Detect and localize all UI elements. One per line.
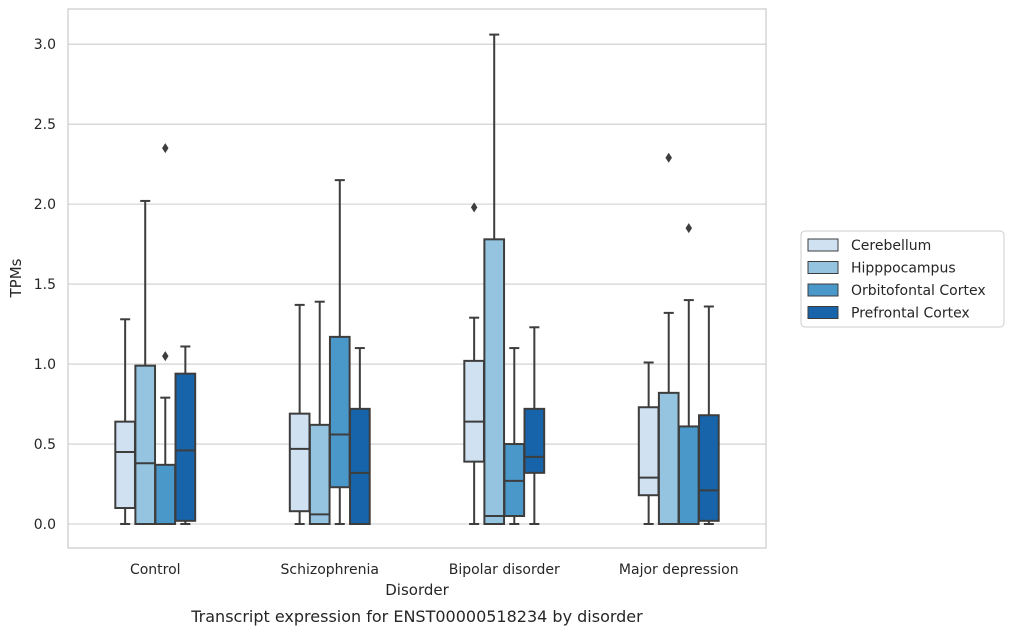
legend-swatch [807, 261, 839, 274]
legend-items: Cerebellum Hipppocampus Orbitofontal Corte… [807, 238, 986, 322]
y-axis-label: TPMs [7, 258, 25, 298]
legend-swatch [807, 306, 839, 319]
box-body [114, 420, 136, 510]
box [154, 143, 177, 526]
x-tick-label: Schizophrenia [281, 562, 379, 578]
plot-frame [67, 8, 767, 549]
outlier-point [665, 152, 672, 163]
box [523, 326, 546, 526]
box-body [328, 335, 351, 489]
x-tick-label: Bipolar disorder [449, 562, 560, 578]
box-body [657, 391, 680, 526]
box [637, 361, 660, 526]
legend-label: Hipppocampus [851, 261, 956, 277]
x-tick-labels: Control Schizophrenia Bipolar disorder Majo… [130, 562, 739, 578]
y-tick-label: 2.0 [34, 197, 56, 213]
box-body [463, 359, 485, 463]
y-tick-label: 0.5 [34, 437, 56, 453]
box-body [154, 463, 177, 526]
box [328, 179, 351, 526]
box-body [174, 372, 197, 522]
box [174, 345, 197, 526]
legend-frame [800, 230, 1005, 328]
outlier-point [162, 351, 169, 362]
legend-swatch [807, 238, 839, 252]
outlier-point [162, 143, 169, 154]
box-body [698, 414, 720, 522]
box-body [349, 407, 371, 526]
outlier-point [470, 202, 478, 213]
chart-caption: Transcript expression for ENST0000051823… [190, 607, 643, 626]
box-groups [114, 33, 720, 526]
box [288, 303, 311, 526]
x-axis-label: Disorder [385, 581, 449, 599]
x-tick-label: Major depression [619, 562, 739, 578]
box-body [637, 406, 660, 497]
box [677, 223, 700, 526]
box-body [483, 238, 506, 526]
outlier-point [685, 223, 693, 234]
box [657, 152, 680, 526]
box-body [523, 407, 546, 474]
y-tick-labels: 0.0 0.5 1.0 1.5 2.0 2.5 3.0 [34, 37, 56, 533]
box [463, 202, 485, 526]
box-body [308, 423, 331, 526]
box [349, 347, 371, 526]
box-body [134, 364, 157, 526]
box [134, 199, 157, 526]
legend-swatch [807, 283, 839, 297]
legend-label: Orbitofontal Cortex [851, 283, 986, 299]
box-body [677, 425, 700, 526]
y-tick-label: 1.0 [34, 357, 56, 373]
box [114, 318, 136, 526]
box [308, 300, 331, 526]
y-tick-label: 1.5 [34, 277, 56, 293]
box [698, 305, 720, 526]
y-tick-label: 3.0 [34, 37, 56, 53]
x-tick-label: Control [130, 562, 181, 578]
legend-label: Prefrontal Cortex [851, 306, 970, 322]
y-tick-label: 2.5 [34, 117, 56, 133]
box [483, 33, 506, 526]
legend-label: Cerebellum [851, 238, 931, 254]
legend: Cerebellum Hipppocampus Orbitofontal Corte… [800, 230, 1005, 328]
box-body [288, 412, 311, 513]
y-tick-label: 0.0 [34, 517, 56, 533]
box [503, 347, 526, 526]
